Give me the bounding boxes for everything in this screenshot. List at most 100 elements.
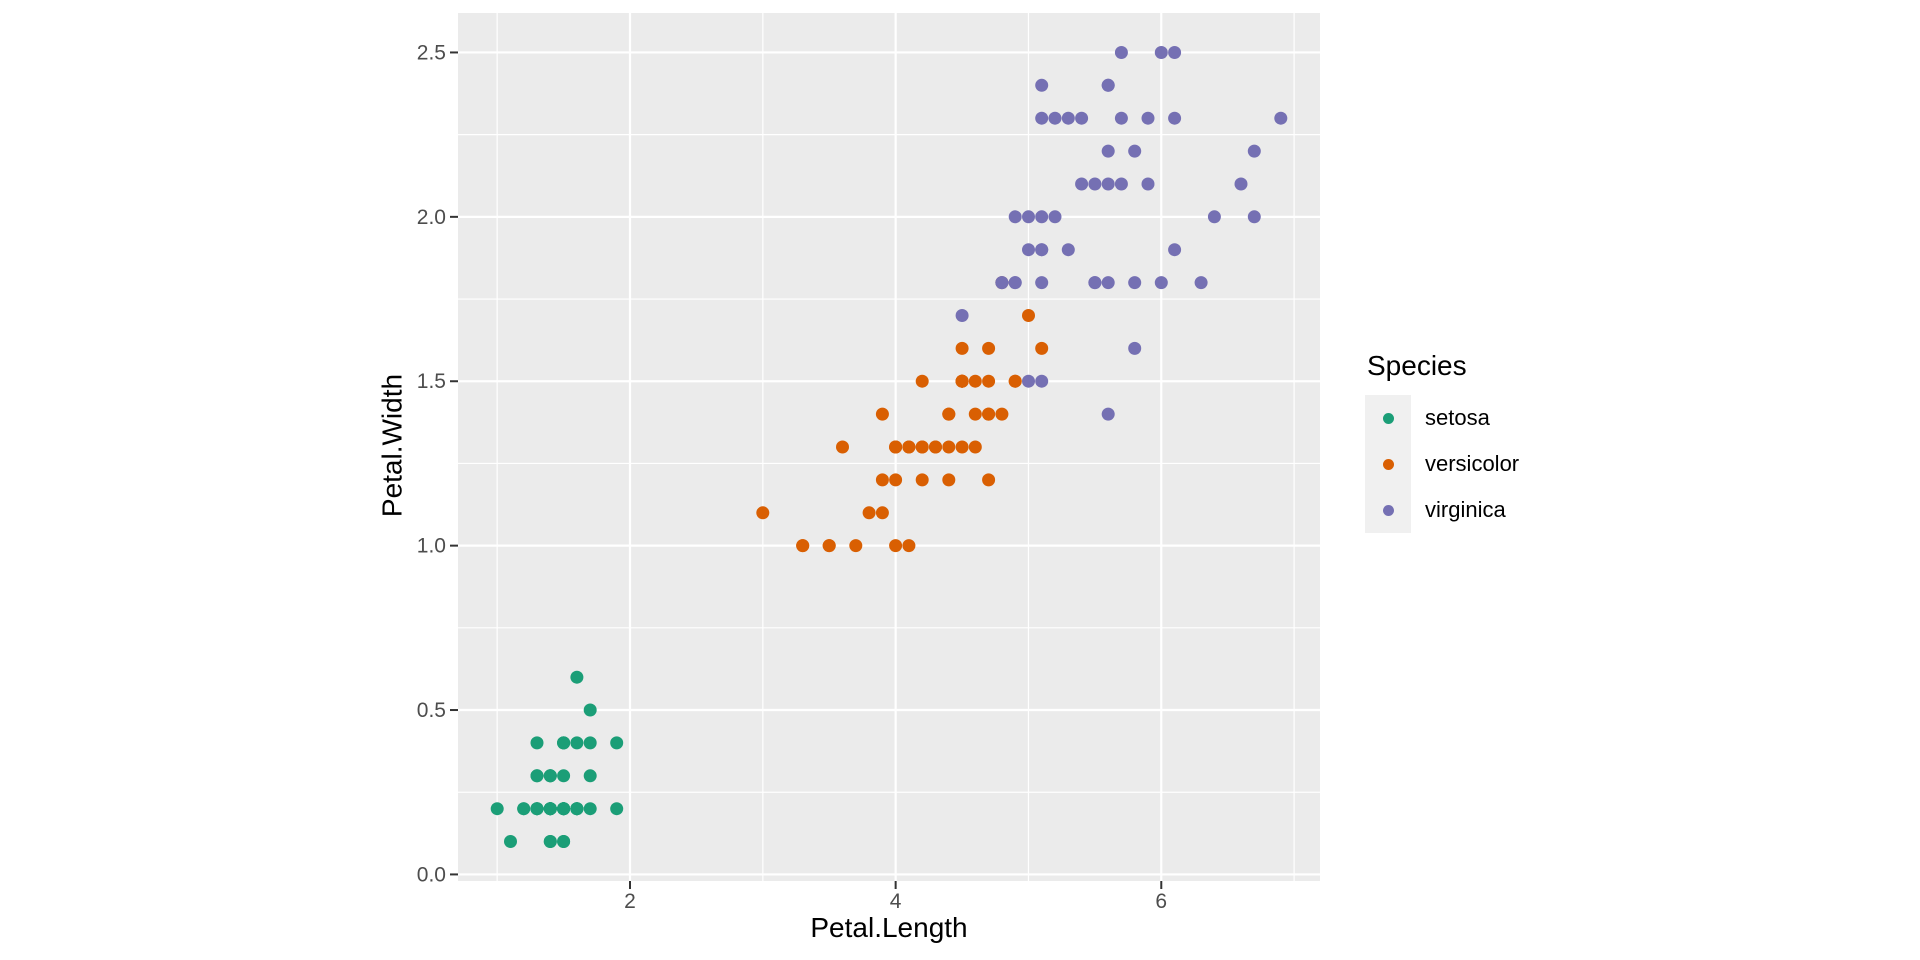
x-tick-label: 6 (1155, 890, 1167, 913)
data-point-virginica (1035, 210, 1049, 224)
data-point-versicolor (968, 440, 982, 454)
data-point-setosa (530, 802, 544, 816)
data-point-setosa (530, 736, 544, 750)
data-point-virginica (1075, 177, 1089, 191)
data-point-virginica (1035, 111, 1049, 125)
data-point-setosa (570, 802, 584, 816)
y-tick-label: 0.5 (417, 699, 446, 722)
data-point-versicolor (929, 440, 942, 454)
legend-row-versicolor: versicolor (1365, 441, 1519, 487)
data-point-versicolor (849, 539, 863, 553)
data-point-setosa (517, 802, 531, 816)
data-point-versicolor (942, 440, 956, 454)
plot-panel (458, 13, 1320, 881)
legend-key (1365, 395, 1411, 441)
y-tick-label: 2.0 (417, 206, 446, 229)
data-point-versicolor (796, 539, 810, 553)
setosa-dot-icon (1382, 412, 1394, 424)
data-point-virginica (1048, 210, 1062, 224)
legend-title: Species (1367, 350, 1467, 381)
data-point-setosa (490, 802, 504, 816)
data-point-virginica (1008, 276, 1022, 290)
data-point-virginica (1035, 374, 1049, 388)
data-point-versicolor (915, 374, 929, 388)
data-point-virginica (1035, 243, 1049, 257)
x-tick-label: 4 (890, 890, 902, 913)
data-point-virginica (1141, 111, 1155, 125)
data-point-versicolor (875, 506, 889, 520)
data-point-versicolor (995, 407, 1009, 421)
data-point-virginica (955, 309, 969, 322)
data-point-versicolor (915, 440, 929, 454)
data-point-versicolor (902, 539, 916, 553)
data-point-setosa (583, 769, 597, 783)
legend-label-versicolor: versicolor (1425, 451, 1520, 476)
data-point-versicolor (982, 473, 996, 487)
data-point-virginica (1168, 111, 1182, 125)
data-point-virginica (1274, 111, 1288, 125)
data-point-versicolor (1035, 341, 1049, 355)
data-point-setosa (570, 670, 584, 684)
data-point-virginica (995, 276, 1009, 290)
data-point-virginica (1114, 111, 1128, 125)
data-point-virginica (1128, 341, 1142, 355)
data-point-versicolor (875, 473, 889, 487)
data-point-virginica (1048, 111, 1062, 125)
data-point-virginica (1061, 111, 1075, 125)
data-point-versicolor (1008, 374, 1022, 388)
data-point-virginica (1101, 276, 1115, 290)
legend-label-setosa: setosa (1425, 405, 1490, 430)
virginica-dot-icon (1382, 504, 1394, 516)
data-point-versicolor (982, 407, 996, 421)
y-tick-label: 0.0 (417, 863, 446, 886)
data-point-virginica (1008, 210, 1022, 224)
data-point-versicolor (889, 440, 903, 454)
data-point-virginica (1114, 177, 1128, 191)
legend-key (1365, 487, 1411, 533)
y-tick-label: 2.5 (417, 41, 446, 64)
legend-row-setosa: setosa (1365, 395, 1519, 441)
data-point-setosa (583, 802, 597, 816)
data-point-versicolor (968, 407, 982, 421)
data-point-virginica (1022, 374, 1035, 388)
data-point-virginica (1022, 243, 1035, 257)
data-point-versicolor (955, 374, 969, 388)
data-point-virginica (1128, 144, 1142, 158)
data-point-virginica (1234, 177, 1248, 191)
data-point-versicolor (982, 341, 996, 355)
data-point-virginica (1101, 144, 1115, 158)
data-point-virginica (1061, 243, 1075, 257)
data-point-versicolor (836, 440, 849, 454)
x-tick-label: 2 (624, 890, 636, 913)
legend: Species setosa versicolor virginica (1365, 351, 1519, 533)
data-point-virginica (1022, 210, 1035, 224)
data-point-setosa (557, 835, 571, 848)
data-point-versicolor (889, 539, 903, 553)
data-point-versicolor (942, 407, 956, 421)
data-point-versicolor (942, 473, 956, 487)
data-point-virginica (1075, 111, 1089, 125)
data-point-virginica (1101, 407, 1115, 421)
data-point-versicolor (889, 473, 903, 487)
data-point-setosa (610, 802, 624, 816)
data-point-versicolor (1022, 309, 1035, 322)
y-tick-label: 1.0 (417, 535, 446, 558)
data-point-versicolor (955, 440, 969, 454)
data-point-virginica (1035, 78, 1049, 92)
data-point-virginica (1141, 177, 1155, 191)
legend-label-virginica: virginica (1425, 497, 1506, 522)
data-point-setosa (610, 736, 624, 750)
data-point-virginica (1101, 78, 1115, 92)
data-point-versicolor (955, 341, 969, 355)
data-point-setosa (557, 769, 571, 783)
data-point-versicolor (915, 473, 929, 487)
y-tick-label: 1.5 (417, 370, 446, 393)
data-point-versicolor (982, 374, 996, 388)
data-point-virginica (1247, 144, 1261, 158)
data-point-virginica (1168, 243, 1182, 257)
legend-key (1365, 441, 1411, 487)
data-point-virginica (1101, 177, 1115, 191)
data-point-virginica (1128, 276, 1142, 290)
